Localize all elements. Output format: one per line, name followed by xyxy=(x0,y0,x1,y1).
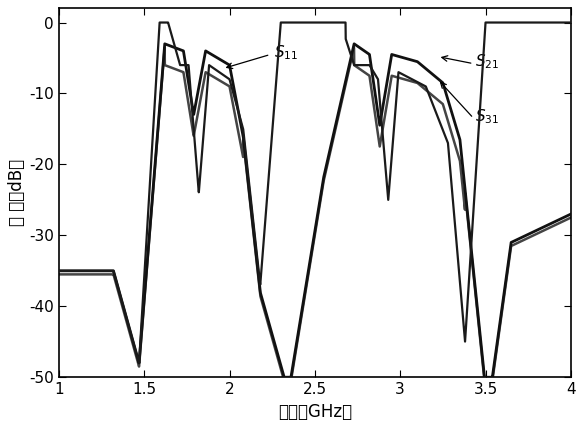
X-axis label: 频率（GHz）: 频率（GHz） xyxy=(278,403,352,421)
Text: $S_{31}$: $S_{31}$ xyxy=(475,107,499,126)
Text: $S_{11}$: $S_{11}$ xyxy=(274,44,298,62)
Y-axis label: 幅 度（dB）: 幅 度（dB） xyxy=(8,159,26,227)
Text: $S_{21}$: $S_{21}$ xyxy=(475,52,499,71)
